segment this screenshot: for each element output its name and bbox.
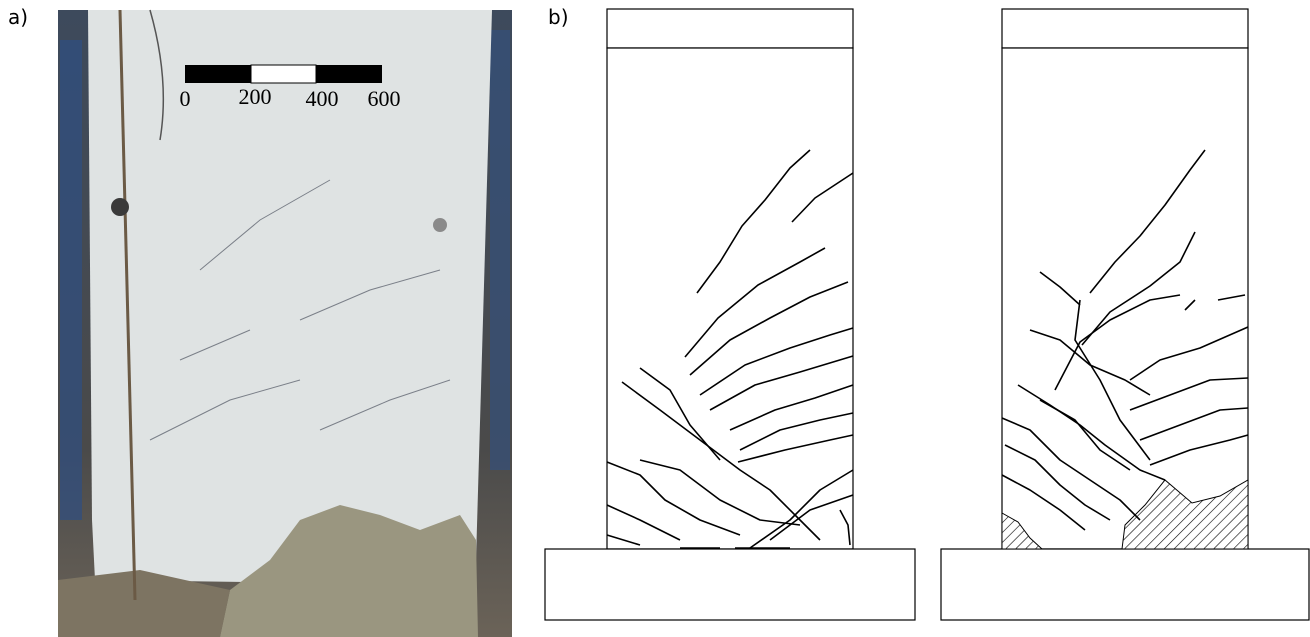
page: a) 0 200 400 600 b) <box>0 0 1310 637</box>
figure: a) 0 200 400 600 b) <box>0 0 1310 637</box>
scale-label: 200 <box>239 84 272 109</box>
wall-diagram <box>941 9 1309 620</box>
scale-label: 400 <box>306 86 339 111</box>
panel-label: b) <box>548 5 569 29</box>
panel-label: a) <box>8 5 28 29</box>
photo <box>58 10 512 637</box>
wall-diagram <box>545 9 915 620</box>
scale-label: 600 <box>368 86 401 111</box>
scale-label: 0 <box>180 86 191 111</box>
